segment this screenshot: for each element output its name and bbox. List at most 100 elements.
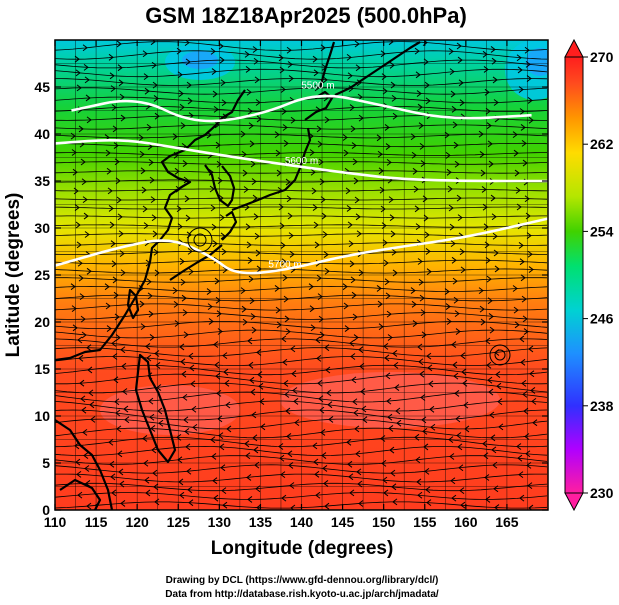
flow-arrow xyxy=(294,419,300,426)
flow-arrow xyxy=(173,300,179,308)
flow-arrow xyxy=(527,250,533,258)
vortex-east-china-sea xyxy=(193,233,207,247)
flow-arrow xyxy=(529,370,535,378)
flow-arrow xyxy=(106,167,112,175)
flow-arrow xyxy=(116,40,122,48)
flow-arrow xyxy=(218,42,224,50)
flow-arrow xyxy=(380,435,386,442)
flow-arrow xyxy=(353,334,359,341)
flow-arrow xyxy=(292,387,298,394)
flow-arrow xyxy=(528,504,534,510)
flow-arrow xyxy=(350,353,356,360)
flow-arrow xyxy=(172,133,178,141)
flow-arrow xyxy=(485,107,491,115)
flow-arrow xyxy=(319,331,325,339)
flow-arrow xyxy=(314,470,320,478)
flow-arrow xyxy=(520,358,526,366)
flow-arrow xyxy=(417,491,423,499)
flow-arrow xyxy=(383,259,389,267)
flow-arrow xyxy=(522,390,528,398)
flow-arrow xyxy=(141,186,147,194)
contour-label: 5700 m xyxy=(268,259,301,270)
flow-arrow xyxy=(423,214,429,222)
flow-arrow xyxy=(494,265,500,273)
flow-arrow xyxy=(111,339,117,347)
flow-arrow xyxy=(455,415,461,423)
flow-arrow xyxy=(79,293,85,300)
flow-arrow xyxy=(354,196,360,204)
flow-arrow xyxy=(457,56,463,64)
flow-arrow xyxy=(521,139,527,147)
flow-arrow xyxy=(75,69,81,77)
japan-hokkaido xyxy=(304,90,334,121)
y-tick-label: 25 xyxy=(34,267,50,283)
flow-arrow xyxy=(425,248,431,255)
flow-arrow xyxy=(150,425,156,432)
flow-arrow xyxy=(181,370,187,378)
flow-arrow xyxy=(526,75,532,82)
flow-arrow xyxy=(412,320,418,327)
flow-arrow xyxy=(151,214,157,222)
flow-arrow xyxy=(150,196,156,204)
flow-arrow xyxy=(282,358,288,366)
flow-arrow xyxy=(311,187,317,195)
flow-arrow xyxy=(391,483,397,491)
flow-arrow xyxy=(186,81,192,89)
flow-arrow xyxy=(280,86,286,93)
flow-arrow xyxy=(385,292,391,300)
flow-arrow xyxy=(285,328,291,336)
flow-arrow xyxy=(142,50,148,58)
flow-arrow xyxy=(89,401,95,409)
flow-arrow xyxy=(76,470,82,478)
korea-coast xyxy=(204,164,236,208)
height-contours xyxy=(55,94,548,275)
flow-arrow xyxy=(124,416,130,424)
flow-arrow xyxy=(106,325,112,332)
flow-arrow xyxy=(452,361,458,369)
streamline xyxy=(55,215,547,219)
japan-kyushu xyxy=(221,210,238,241)
flow-arrow xyxy=(457,214,463,222)
flow-arrow xyxy=(155,362,161,369)
colorbar-tick-label: 254 xyxy=(590,223,614,239)
flow-arrow xyxy=(322,465,328,472)
flow-arrow xyxy=(325,366,331,374)
flow-arrow xyxy=(348,240,354,248)
flow-arrow xyxy=(284,391,290,398)
flow-arrow xyxy=(240,130,246,138)
flow-arrow xyxy=(114,313,120,321)
map-title: GSM 18Z18Apr2025 (500.0hPa) xyxy=(145,3,467,28)
flow-arrow xyxy=(145,343,151,350)
flow-arrow xyxy=(213,494,219,502)
flow-arrow xyxy=(459,248,465,256)
flow-arrow xyxy=(150,40,156,46)
flow-arrow xyxy=(116,425,122,433)
flow-arrow xyxy=(316,354,322,362)
flow-arrow xyxy=(182,309,188,317)
flow-arrow xyxy=(71,305,77,313)
flow-arrow xyxy=(149,334,155,341)
flow-arrow xyxy=(444,131,450,139)
flow-arrow xyxy=(109,460,115,468)
flow-arrow xyxy=(524,46,530,54)
contour-line xyxy=(55,138,548,183)
flow-arrow xyxy=(449,68,455,76)
flow-arrow xyxy=(349,104,355,111)
flow-arrow xyxy=(118,79,124,87)
flow-arrow xyxy=(250,313,256,320)
flow-arrow xyxy=(392,112,398,120)
streamline xyxy=(55,133,548,139)
flow-arrow xyxy=(256,115,262,123)
flow-arrow xyxy=(223,368,229,376)
flow-arrow xyxy=(355,450,361,458)
streamline xyxy=(55,106,548,112)
flow-arrow xyxy=(77,259,83,267)
flow-arrow xyxy=(109,72,115,80)
flow-arrow xyxy=(83,63,89,71)
flow-arrow xyxy=(247,337,253,345)
flow-arrow xyxy=(420,160,426,167)
flow-arrow xyxy=(378,323,384,331)
flow-arrow xyxy=(190,380,196,388)
flow-arrow xyxy=(245,223,251,231)
flow-arrow xyxy=(253,213,259,221)
